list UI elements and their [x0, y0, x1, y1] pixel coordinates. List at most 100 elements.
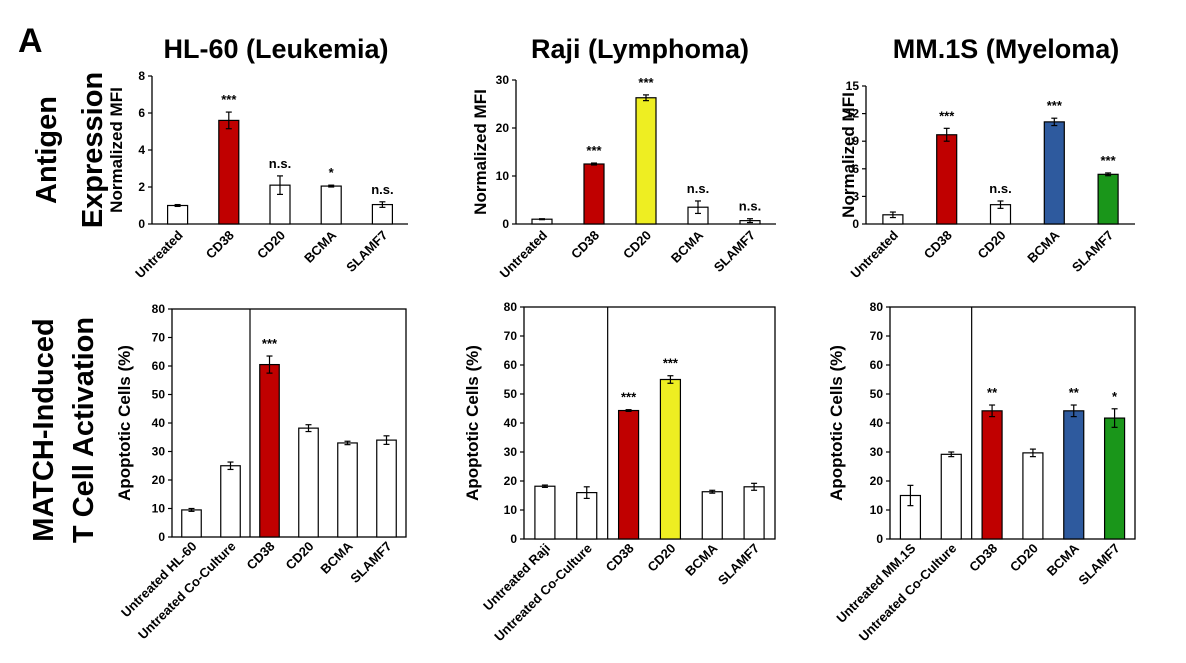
- significance-label: ***: [621, 390, 637, 405]
- category-label: BCMA: [668, 227, 707, 266]
- y-axis-label: Apoptotic Cells (%): [463, 345, 482, 501]
- category-label: CD38: [603, 541, 637, 575]
- bar: [218, 119, 240, 225]
- row-label-top-line1: Antigen: [31, 96, 63, 204]
- category-label: CD38: [966, 541, 1000, 575]
- bar: [534, 485, 556, 540]
- y-tick-label: 10: [504, 503, 518, 517]
- bar: [583, 163, 605, 225]
- y-axis-label: Normalized MFI: [839, 92, 858, 218]
- bar: [298, 427, 319, 538]
- y-tick-label: 20: [152, 473, 166, 487]
- y-tick-label: 70: [504, 329, 518, 343]
- y-axis-label: Normalized MFI: [471, 89, 490, 215]
- significance-label: ***: [939, 108, 955, 123]
- y-tick-label: 50: [504, 387, 518, 401]
- significance-label: ***: [663, 356, 679, 371]
- significance-label: n.s.: [989, 181, 1011, 196]
- bar: [220, 465, 241, 538]
- y-tick-label: 2: [138, 180, 145, 194]
- y-tick-label: 40: [870, 416, 884, 430]
- significance-label: ***: [586, 143, 602, 158]
- bar: [576, 492, 598, 540]
- category-label: BCMA: [1024, 227, 1063, 266]
- y-tick-label: 30: [152, 445, 166, 459]
- category-label: SLAMF7: [715, 541, 762, 588]
- category-label: SLAMF7: [347, 539, 394, 586]
- category-label: BCMA: [301, 227, 340, 266]
- y-tick-label: 30: [870, 445, 884, 459]
- category-label: SLAMF7: [343, 228, 390, 275]
- y-tick-label: 50: [870, 387, 884, 401]
- y-tick-label: 20: [870, 474, 884, 488]
- y-tick-label: 0: [510, 532, 517, 546]
- y-tick-label: 80: [504, 300, 518, 314]
- bar: [259, 363, 280, 538]
- y-tick-label: 12: [846, 107, 860, 121]
- significance-label: **: [1069, 385, 1080, 400]
- significance-label: ***: [1047, 98, 1063, 113]
- plot-frame: [889, 306, 1136, 540]
- category-label: CD20: [975, 228, 1009, 262]
- category-label: CD38: [244, 539, 278, 573]
- bar: [1043, 121, 1065, 225]
- category-label: BCMA: [682, 540, 721, 579]
- bar: [659, 378, 682, 540]
- plot-frame: [523, 306, 776, 540]
- y-tick-label: 15: [846, 79, 860, 93]
- significance-label: ***: [262, 336, 278, 351]
- bar: [167, 204, 189, 225]
- y-tick-label: 60: [152, 359, 166, 373]
- y-axis-label: Normalized MFI: [107, 87, 126, 213]
- y-tick-label: 10: [496, 169, 510, 183]
- y-tick-label: 50: [152, 388, 166, 402]
- row-label-bottom: MATCH-Induced T Cell Activation: [28, 317, 100, 543]
- category-label: Untreated: [497, 227, 551, 281]
- category-label: BCMA: [1044, 540, 1083, 579]
- category-label: Untreated: [132, 227, 186, 281]
- category-label: CD20: [620, 228, 654, 262]
- category-label: SLAMF7: [1069, 228, 1116, 275]
- y-tick-label: 4: [138, 143, 145, 157]
- y-tick-label: 60: [504, 358, 518, 372]
- y-tick-label: 9: [852, 134, 859, 148]
- category-label: SLAMF7: [711, 228, 758, 275]
- y-tick-label: 10: [870, 503, 884, 517]
- bar: [701, 491, 723, 540]
- category-label: SLAMF7: [1075, 541, 1122, 588]
- bar: [376, 439, 397, 538]
- category-label: CD20: [1007, 541, 1041, 575]
- y-tick-label: 80: [152, 302, 166, 316]
- significance-label: **: [987, 385, 998, 400]
- bar: [981, 410, 1003, 540]
- significance-label: ***: [1101, 153, 1117, 168]
- column-title-hl60: HL-60 (Leukemia): [163, 34, 388, 64]
- column-title-raji: Raji (Lymphoma): [531, 34, 749, 64]
- bar: [635, 97, 657, 225]
- bar: [617, 409, 640, 540]
- bar: [743, 486, 765, 540]
- bar: [320, 185, 342, 225]
- y-tick-label: 30: [504, 445, 518, 459]
- y-tick-label: 0: [852, 217, 859, 231]
- chart-raji-t-cell-activation: Apoptotic Cells (%)01020304050607080Untr…: [463, 300, 776, 644]
- significance-label: n.s.: [739, 199, 761, 214]
- bar: [940, 453, 962, 540]
- chart-raji-antigen-expression: Normalized MFI 0 10 20 30 Untreated *** CD38 ***…: [471, 73, 776, 281]
- bar: [1063, 410, 1085, 540]
- chart-hl60-t-cell-activation: Apoptotic Cells (%)01020304050607080Untr…: [115, 302, 407, 642]
- y-axis-label: Apoptotic Cells (%): [827, 345, 846, 501]
- column-title-mm1s: MM.1S (Myeloma): [893, 34, 1120, 64]
- y-tick-label: 0: [502, 217, 509, 231]
- row-label-top: Antigen Expression: [31, 72, 109, 228]
- y-tick-label: 3: [852, 189, 859, 203]
- y-tick-label: 80: [870, 300, 884, 314]
- row-label-bottom-line1: MATCH-Induced: [28, 318, 60, 541]
- category-label: CD20: [283, 539, 317, 573]
- significance-label: n.s.: [687, 181, 709, 196]
- y-tick-label: 60: [870, 358, 884, 372]
- bar: [1103, 417, 1126, 540]
- category-label: CD20: [644, 541, 678, 575]
